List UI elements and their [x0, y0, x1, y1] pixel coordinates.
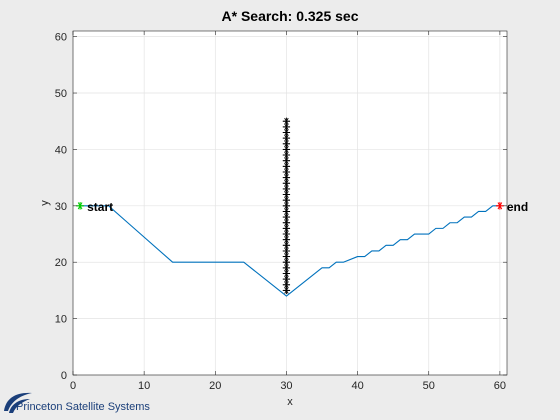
explored-node-marker	[282, 185, 291, 193]
logo-text: Princeton Satellite Systems	[16, 401, 150, 413]
end-marker	[496, 202, 504, 210]
x-tick-label: 0	[70, 380, 76, 392]
explored-node-marker	[282, 134, 291, 142]
y-tick-label: 40	[55, 144, 67, 156]
x-tick-label: 50	[423, 380, 435, 392]
logo-swoosh	[4, 392, 32, 411]
explored-node-marker	[282, 224, 291, 232]
x-tick-label: 30	[280, 380, 292, 392]
axes-background	[73, 31, 507, 375]
y-tick-label: 60	[55, 32, 67, 44]
explored-node-marker	[282, 123, 291, 131]
explored-node-marker	[282, 269, 291, 278]
series-layer	[80, 117, 500, 297]
path-line	[80, 205, 500, 297]
y-tick-label: 0	[61, 370, 67, 382]
axes-box	[72, 30, 508, 376]
x-tick-label: 40	[351, 380, 363, 392]
explored-node-marker	[282, 179, 291, 187]
start-label: start	[87, 200, 113, 214]
explored-node-marker	[282, 275, 291, 283]
y-tick-label: 30	[55, 201, 67, 213]
explored-node-marker	[282, 286, 291, 295]
explored-node-marker	[282, 202, 291, 210]
x-tick-label: 10	[138, 380, 150, 392]
explored-node-marker	[282, 117, 291, 125]
y-axis-label: y	[39, 200, 51, 206]
ticks	[72, 31, 507, 376]
x-tick-label: 60	[494, 380, 506, 392]
explored-node-marker	[282, 128, 291, 137]
explored-node-marker	[282, 258, 291, 266]
chart-title: A* Search: 0.325 sec	[222, 8, 359, 24]
y-tick-label: 50	[55, 88, 67, 100]
tick-labels: 0 10 20 30 40 50 60 0 10 20 30 40 50 60	[55, 32, 506, 392]
start-marker	[76, 202, 84, 210]
markers-layer: start end	[76, 200, 528, 214]
logo-swoosh-inner	[9, 399, 30, 413]
y-tick-label: 10	[55, 314, 67, 326]
explored-node-marker	[282, 145, 291, 154]
explored-node-marker	[282, 140, 291, 148]
end-label: end	[507, 200, 528, 214]
explored-node-marker	[282, 157, 291, 165]
logo: Princeton Satellite Systems	[4, 392, 150, 413]
y-tick-label: 20	[55, 257, 67, 269]
grid	[72, 31, 507, 376]
x-tick-label: 20	[209, 380, 221, 392]
x-axis-label: x	[287, 396, 293, 408]
